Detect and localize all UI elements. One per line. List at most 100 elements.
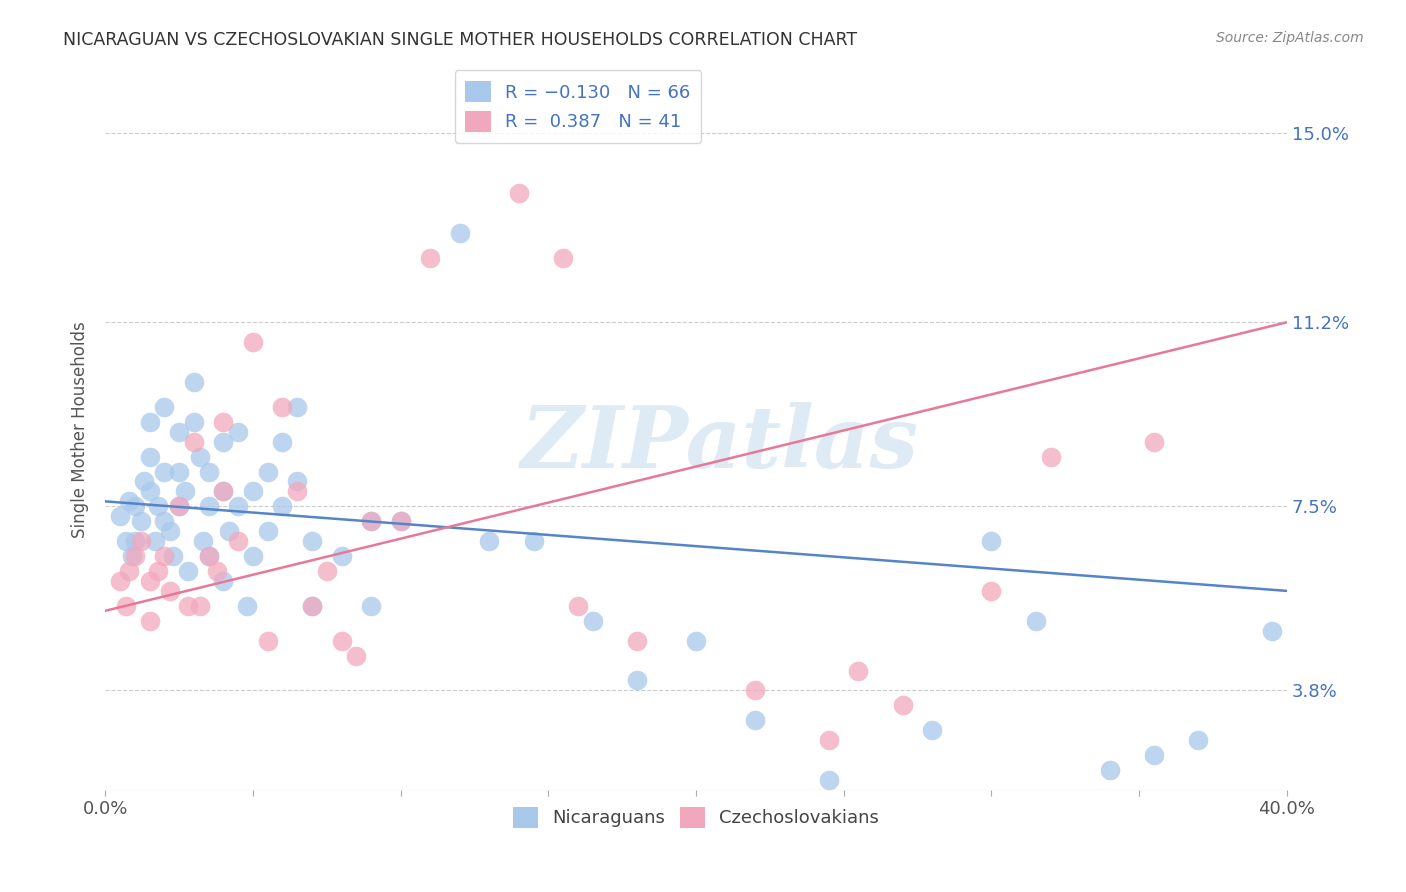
- Nicaraguans: [744, 713, 766, 727]
- Nicaraguans: [183, 415, 205, 429]
- Czechoslovakians: [212, 415, 235, 429]
- Nicaraguans: [197, 465, 219, 479]
- Czechoslovakians: [389, 514, 412, 528]
- Nicaraguans: [449, 226, 471, 240]
- Nicaraguans: [626, 673, 648, 688]
- Nicaraguans: [177, 564, 200, 578]
- Czechoslovakians: [344, 648, 367, 663]
- Nicaraguans: [360, 599, 382, 613]
- Czechoslovakians: [124, 549, 146, 563]
- Czechoslovakians: [848, 664, 870, 678]
- Czechoslovakians: [980, 583, 1002, 598]
- Czechoslovakians: [115, 599, 138, 613]
- Czechoslovakians: [118, 564, 141, 578]
- Czechoslovakians: [419, 251, 441, 265]
- Nicaraguans: [582, 614, 605, 628]
- Czechoslovakians: [183, 434, 205, 449]
- Nicaraguans: [212, 484, 235, 499]
- Czechoslovakians: [818, 733, 841, 747]
- Nicaraguans: [159, 524, 181, 539]
- Czechoslovakians: [212, 484, 235, 499]
- Czechoslovakians: [197, 549, 219, 563]
- Czechoslovakians: [167, 500, 190, 514]
- Czechoslovakians: [188, 599, 211, 613]
- Nicaraguans: [124, 534, 146, 549]
- Nicaraguans: [1261, 624, 1284, 638]
- Nicaraguans: [218, 524, 240, 539]
- Text: NICARAGUAN VS CZECHOSLOVAKIAN SINGLE MOTHER HOUSEHOLDS CORRELATION CHART: NICARAGUAN VS CZECHOSLOVAKIAN SINGLE MOT…: [63, 31, 858, 49]
- Nicaraguans: [1098, 763, 1121, 777]
- Nicaraguans: [197, 549, 219, 563]
- Nicaraguans: [153, 465, 176, 479]
- Nicaraguans: [285, 400, 308, 414]
- Nicaraguans: [129, 514, 152, 528]
- Czechoslovakians: [226, 534, 249, 549]
- Nicaraguans: [271, 434, 294, 449]
- Nicaraguans: [174, 484, 197, 499]
- Czechoslovakians: [207, 564, 229, 578]
- Nicaraguans: [138, 484, 160, 499]
- Czechoslovakians: [271, 400, 294, 414]
- Nicaraguans: [212, 434, 235, 449]
- Czechoslovakians: [891, 698, 914, 713]
- Nicaraguans: [132, 475, 155, 489]
- Czechoslovakians: [1039, 450, 1062, 464]
- Czechoslovakians: [301, 599, 323, 613]
- Czechoslovakians: [330, 633, 353, 648]
- Nicaraguans: [389, 514, 412, 528]
- Nicaraguans: [153, 400, 176, 414]
- Czechoslovakians: [159, 583, 181, 598]
- Czechoslovakians: [315, 564, 337, 578]
- Nicaraguans: [197, 500, 219, 514]
- Nicaraguans: [330, 549, 353, 563]
- Nicaraguans: [212, 574, 235, 588]
- Nicaraguans: [188, 450, 211, 464]
- Nicaraguans: [167, 500, 190, 514]
- Nicaraguans: [478, 534, 501, 549]
- Legend: Nicaraguans, Czechoslovakians: Nicaraguans, Czechoslovakians: [506, 800, 887, 835]
- Text: Source: ZipAtlas.com: Source: ZipAtlas.com: [1216, 31, 1364, 45]
- Czechoslovakians: [744, 683, 766, 698]
- Czechoslovakians: [129, 534, 152, 549]
- Czechoslovakians: [148, 564, 170, 578]
- Czechoslovakians: [508, 186, 530, 200]
- Nicaraguans: [818, 772, 841, 787]
- Nicaraguans: [685, 633, 707, 648]
- Nicaraguans: [256, 524, 278, 539]
- Czechoslovakians: [138, 574, 160, 588]
- Nicaraguans: [153, 514, 176, 528]
- Czechoslovakians: [285, 484, 308, 499]
- Nicaraguans: [236, 599, 259, 613]
- Nicaraguans: [226, 500, 249, 514]
- Nicaraguans: [271, 500, 294, 514]
- Czechoslovakians: [551, 251, 574, 265]
- Nicaraguans: [124, 500, 146, 514]
- Y-axis label: Single Mother Households: Single Mother Households: [72, 321, 89, 538]
- Czechoslovakians: [153, 549, 176, 563]
- Nicaraguans: [360, 514, 382, 528]
- Nicaraguans: [921, 723, 943, 738]
- Nicaraguans: [167, 425, 190, 439]
- Nicaraguans: [522, 534, 544, 549]
- Nicaraguans: [980, 534, 1002, 549]
- Nicaraguans: [145, 534, 167, 549]
- Nicaraguans: [115, 534, 138, 549]
- Nicaraguans: [183, 375, 205, 389]
- Nicaraguans: [285, 475, 308, 489]
- Nicaraguans: [1143, 748, 1166, 763]
- Czechoslovakians: [108, 574, 131, 588]
- Nicaraguans: [191, 534, 214, 549]
- Nicaraguans: [242, 549, 264, 563]
- Czechoslovakians: [256, 633, 278, 648]
- Nicaraguans: [301, 599, 323, 613]
- Czechoslovakians: [1143, 434, 1166, 449]
- Nicaraguans: [138, 450, 160, 464]
- Czechoslovakians: [626, 633, 648, 648]
- Czechoslovakians: [242, 335, 264, 350]
- Nicaraguans: [1187, 733, 1209, 747]
- Nicaraguans: [148, 500, 170, 514]
- Nicaraguans: [108, 509, 131, 524]
- Nicaraguans: [226, 425, 249, 439]
- Czechoslovakians: [138, 614, 160, 628]
- Nicaraguans: [1025, 614, 1047, 628]
